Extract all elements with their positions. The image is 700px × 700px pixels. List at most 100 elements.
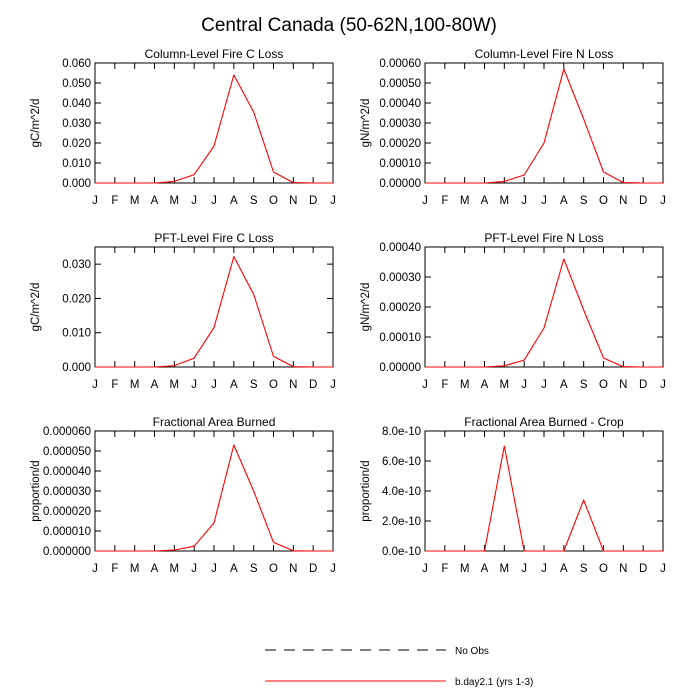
x-tick-label: J (191, 563, 197, 575)
series-line (95, 444, 333, 552)
y-axis-label: gC/m^2/d (30, 283, 42, 332)
y-tick-label: 0.00000 (379, 178, 421, 190)
x-tick-label: J (521, 563, 527, 575)
x-tick-label: S (580, 379, 588, 391)
y-axis-label: proportion/d (30, 460, 42, 521)
x-tick-label: O (269, 563, 278, 575)
panel-title: Fractional Area Burned - Crop (464, 415, 624, 429)
x-tick-label: J (211, 195, 217, 207)
y-tick-label: 0.060 (62, 58, 91, 70)
y-tick-label: 0.00010 (379, 158, 421, 170)
x-tick-label: A (560, 379, 568, 391)
legend-label-series: b.day2.1 (yrs 1-3) (455, 677, 533, 688)
y-tick-label: 0.000 (62, 178, 91, 190)
y-axis-label: gC/m^2/d (30, 99, 42, 148)
x-tick-label: A (481, 563, 489, 575)
figure-title: Central Canada (50-62N,100-80W) (201, 15, 497, 36)
x-tick-label: O (269, 195, 278, 207)
x-tick-label: F (111, 379, 118, 391)
x-tick-label: J (191, 379, 197, 391)
y-tick-label: 0.000050 (43, 446, 91, 458)
x-tick-label: M (130, 563, 140, 575)
x-tick-label: J (92, 379, 98, 391)
series-line (95, 256, 333, 368)
x-tick-label: J (521, 379, 527, 391)
x-tick-label: N (289, 379, 297, 391)
panel-title: Column-Level Fire N Loss (475, 47, 614, 61)
x-tick-label: S (580, 563, 588, 575)
x-tick-label: N (619, 195, 627, 207)
legend: No Obs b.day2.1 (yrs 1-3) (265, 646, 533, 688)
y-tick-label: 0.000000 (43, 546, 91, 558)
y-tick-label: 0.00030 (379, 272, 421, 284)
y-axis-label: gN/m^2/d (360, 283, 372, 332)
y-tick-label: 0.020 (62, 138, 91, 150)
x-tick-label: J (211, 563, 217, 575)
x-tick-label: A (151, 563, 159, 575)
panel-title: PFT-Level Fire C Loss (154, 231, 273, 245)
y-tick-label: 0.00020 (379, 302, 421, 314)
x-tick-label: A (230, 563, 238, 575)
y-tick-label: 0.000010 (43, 526, 91, 538)
x-tick-label: J (330, 563, 336, 575)
x-tick-label: M (130, 195, 140, 207)
x-tick-label: O (599, 379, 608, 391)
x-tick-label: A (151, 195, 159, 207)
x-tick-label: M (170, 563, 180, 575)
x-tick-label: J (422, 379, 428, 391)
y-tick-label: 8.0e-10 (382, 426, 421, 438)
x-tick-label: F (441, 195, 448, 207)
x-tick-label: N (619, 379, 627, 391)
x-tick-label: M (170, 379, 180, 391)
x-tick-label: A (481, 195, 489, 207)
x-tick-label: A (560, 563, 568, 575)
x-tick-label: O (599, 195, 608, 207)
y-tick-label: 0.000040 (43, 466, 91, 478)
y-axis-label: gN/m^2/d (360, 99, 372, 148)
x-tick-label: J (92, 563, 98, 575)
y-tick-label: 4.0e-10 (382, 486, 421, 498)
x-tick-label: J (422, 195, 428, 207)
x-tick-label: A (230, 195, 238, 207)
x-tick-label: D (309, 379, 317, 391)
x-tick-label: J (211, 379, 217, 391)
plot-frame (94, 62, 334, 184)
x-tick-label: M (500, 379, 510, 391)
plot-frame (424, 246, 664, 368)
x-tick-label: F (441, 379, 448, 391)
y-tick-label: 0.050 (62, 78, 91, 90)
y-tick-label: 0.00020 (379, 138, 421, 150)
y-tick-label: 0.00010 (379, 332, 421, 344)
series-line (95, 74, 333, 184)
y-tick-label: 0.0e-10 (382, 546, 421, 558)
plot-frame (424, 62, 664, 184)
x-tick-label: F (111, 195, 118, 207)
y-tick-label: 0.010 (62, 328, 91, 340)
y-tick-label: 0.000060 (43, 426, 91, 438)
y-tick-label: 0.00050 (379, 78, 421, 90)
y-tick-label: 0.020 (62, 293, 91, 305)
x-tick-label: S (250, 379, 258, 391)
x-tick-label: J (541, 563, 547, 575)
x-tick-label: J (660, 563, 666, 575)
y-tick-label: 0.00060 (379, 58, 421, 70)
x-tick-label: S (250, 195, 258, 207)
x-tick-label: J (521, 195, 527, 207)
x-tick-label: M (500, 563, 510, 575)
series-line (425, 68, 663, 184)
x-tick-label: J (660, 195, 666, 207)
x-tick-label: J (422, 563, 428, 575)
series-line (425, 258, 663, 368)
x-tick-label: J (191, 195, 197, 207)
chart-panel: Fractional Area Burned - Crop proportion/… (360, 415, 666, 575)
y-tick-label: 0.00030 (379, 118, 421, 130)
y-tick-label: 0.000 (62, 362, 91, 374)
x-tick-label: A (560, 195, 568, 207)
x-tick-label: J (92, 195, 98, 207)
x-tick-label: M (170, 195, 180, 207)
y-tick-label: 2.0e-10 (382, 516, 421, 528)
